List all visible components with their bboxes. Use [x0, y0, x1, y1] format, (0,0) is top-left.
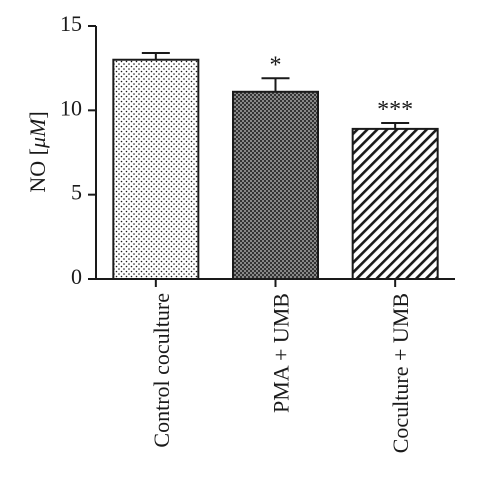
y-tick-label: 10	[60, 95, 82, 120]
category-label: Control coculture	[149, 293, 174, 448]
y-tick-label: 0	[71, 264, 82, 289]
y-axis-ticks: 0 5 10 15	[60, 11, 96, 289]
bar	[351, 127, 439, 280]
y-axis-title: NO [μM]	[25, 111, 50, 192]
category-labels-group: Control coculture PMA + UMB Coculture + UM…	[149, 279, 413, 453]
significance-group: ****	[270, 52, 414, 123]
y-tick-label: 15	[60, 11, 82, 36]
category-label: Coculture + UMB	[388, 293, 413, 453]
y-axis-title-unit: μM	[25, 117, 50, 149]
bar	[232, 90, 319, 280]
y-axis-title-suffix: ]	[25, 111, 50, 118]
y-tick-label: 5	[71, 180, 82, 205]
significance-label: *	[270, 52, 282, 78]
bar	[112, 58, 200, 280]
significance-label: ***	[377, 97, 413, 123]
bars-group	[112, 58, 439, 280]
category-label: PMA + UMB	[269, 293, 294, 413]
y-axis-title-prefix: NO [	[25, 148, 50, 193]
error-bars-group	[141, 51, 410, 129]
